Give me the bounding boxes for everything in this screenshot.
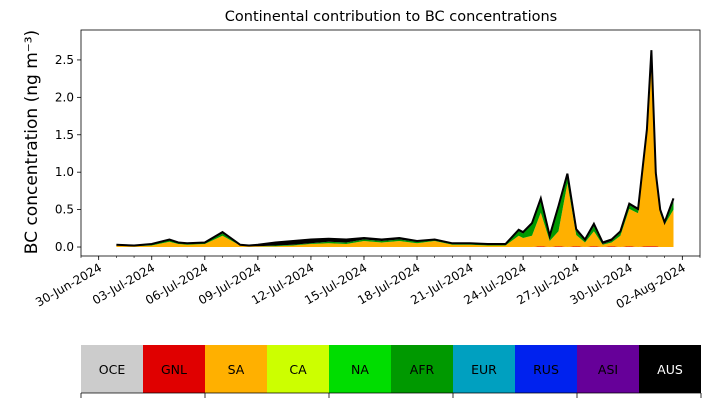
chart-title: Continental contribution to BC concentra… bbox=[225, 9, 557, 25]
area-sa bbox=[116, 59, 674, 248]
y-tick-label: 1.0 bbox=[55, 165, 74, 179]
y-tick-label: 1.5 bbox=[55, 128, 74, 142]
legend-label-aus: AUS bbox=[657, 362, 683, 377]
legend-label-ca: CA bbox=[289, 362, 307, 377]
legend-swatch-aus bbox=[639, 345, 701, 393]
legend-label-oce: OCE bbox=[99, 362, 126, 377]
legend-swatch-eur bbox=[453, 345, 515, 393]
legend-swatch-rus bbox=[515, 345, 577, 393]
legend-label-afr: AFR bbox=[410, 362, 435, 377]
legend-swatch-oce bbox=[81, 345, 143, 393]
y-tick-label: 2.5 bbox=[55, 53, 74, 67]
legend-label-sa: SA bbox=[228, 362, 245, 377]
legend-label-asi: ASI bbox=[598, 362, 618, 377]
legend-label-eur: EUR bbox=[471, 362, 497, 377]
y-tick-label: 2.0 bbox=[55, 90, 74, 104]
y-tick-label: 0.5 bbox=[55, 203, 74, 217]
x-axis: 30-Jun-202403-Jul-202406-Jul-202409-Jul-… bbox=[33, 256, 701, 311]
total-line bbox=[116, 50, 675, 247]
legend-colorbar: OCE GNL SA CA NA AFR EUR RUS ASI AUS bbox=[80, 345, 702, 398]
y-axis: 0.0 0.5 1.0 1.5 2.0 2.5 bbox=[55, 53, 81, 254]
legend-swatch-ca bbox=[267, 345, 329, 393]
y-axis-label: BC concentration (ng m⁻³) bbox=[22, 30, 42, 254]
legend-swatch-asi bbox=[577, 345, 639, 393]
legend-label-na: NA bbox=[351, 362, 369, 377]
plot-frame bbox=[80, 29, 701, 257]
legend-swatch-na bbox=[329, 345, 391, 393]
legend-swatch-sa bbox=[205, 345, 267, 393]
y-tick-label: 0.0 bbox=[55, 240, 74, 254]
legend-label-rus: RUS bbox=[533, 362, 559, 377]
area-aus bbox=[116, 50, 674, 247]
legend-label-gnl: GNL bbox=[161, 362, 187, 377]
area-afr bbox=[116, 53, 674, 247]
legend-swatch-afr bbox=[391, 345, 453, 393]
legend-swatch-gnl bbox=[143, 345, 205, 393]
stacked-areas bbox=[116, 50, 674, 248]
area-gnl bbox=[116, 246, 674, 247]
